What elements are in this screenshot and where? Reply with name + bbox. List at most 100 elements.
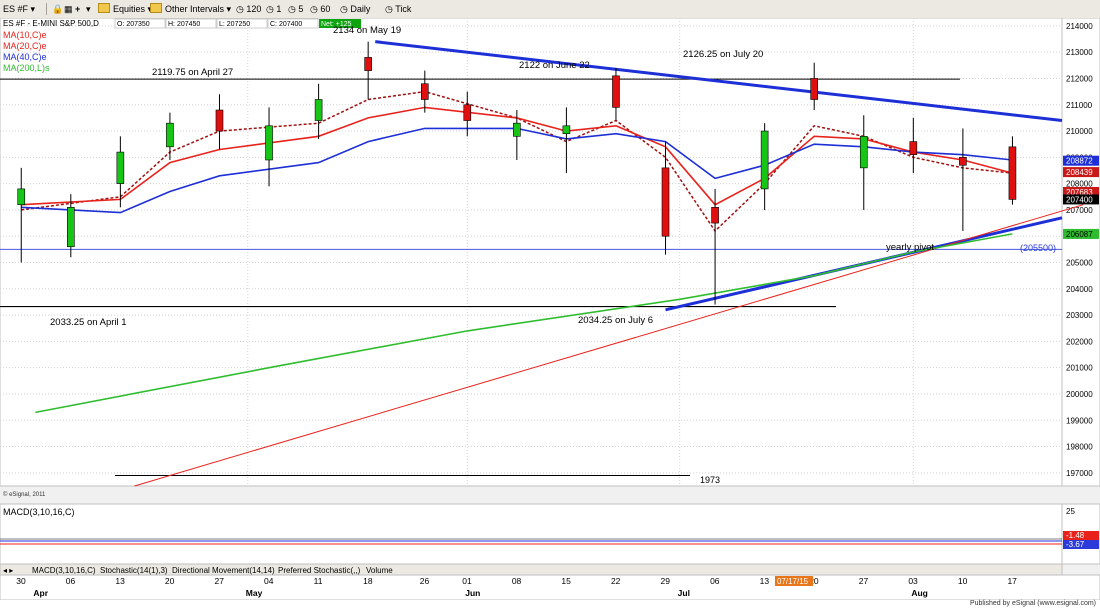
candle-body [959, 157, 967, 166]
tab-scroll-arrows[interactable]: ◂ ▸ [3, 566, 13, 575]
candle-body [364, 57, 372, 71]
interval-5-button[interactable]: ◷ 5 [288, 4, 304, 14]
low-value: L: 207250 [219, 21, 250, 28]
candle-body [215, 109, 224, 132]
legend-ma20[interactable]: MA(20,C)e [3, 41, 47, 51]
y-tick-label: 199000 [1066, 416, 1093, 425]
ma-line-1 [21, 106, 1013, 206]
y-tick-label: 211000 [1066, 101, 1093, 110]
price-badge-label: 208872 [1066, 157, 1093, 166]
tab-macd[interactable]: MACD(3,10,16,C) [32, 566, 96, 575]
y-tick-label: 204000 [1066, 285, 1093, 294]
symbol-dropdown[interactable]: ES #F ▾ [3, 4, 36, 14]
date-axis [0, 574, 1100, 600]
moving-averages [21, 90, 1013, 414]
candle-body [314, 99, 323, 121]
add-icon[interactable]: + [75, 4, 81, 14]
folder-icon [150, 3, 162, 13]
macd-label: MACD(3,10,16,C) [3, 507, 75, 517]
date-month-label: Apr [33, 588, 48, 598]
date-month-label: Jun [465, 588, 480, 598]
high-value: H: 207450 [168, 21, 200, 28]
y-tick-label: 214000 [1066, 22, 1093, 31]
toolbar-divider [46, 3, 47, 15]
y-tick-label: 213000 [1066, 48, 1093, 57]
legend-ma10[interactable]: MA(10,C)e [3, 30, 47, 40]
date-day-label: 13 [760, 576, 770, 586]
date-month-label: Jul [678, 588, 690, 598]
candle-body [909, 141, 918, 156]
date-day-label: 08 [512, 576, 522, 586]
y-tick-label: 197000 [1066, 469, 1093, 478]
candle-body [859, 136, 868, 169]
price-chart[interactable]: 1970001980001990002000002010002020002030… [0, 18, 1100, 600]
candle-body [760, 130, 769, 190]
chart-area[interactable]: 197000 198000 199000 200000 201000 202000 2030… [0, 18, 1100, 600]
net-box [319, 19, 361, 28]
ma-line-3 [35, 233, 1013, 414]
date-day-label: 27 [214, 576, 224, 586]
annotation-april27: 2119.75 on April 27 [152, 67, 233, 78]
close-value: C: 207400 [270, 21, 302, 28]
macd-lines [0, 538, 1062, 545]
date-day-label: 01 [462, 576, 472, 586]
trendline-resistance [375, 40, 1063, 123]
price-badge [1063, 155, 1099, 166]
candle-body [1008, 146, 1017, 200]
price-badge [1063, 167, 1099, 178]
chevron-down-icon[interactable]: ▾ [86, 4, 91, 14]
annotation-june22: 2122 on June 22 [519, 60, 590, 71]
date-day-label: 20 [165, 576, 175, 586]
y-tick-label: 212000 [1066, 74, 1093, 83]
tab-preferred-stochastic[interactable]: Preferred Stochastic(,,) [278, 566, 361, 575]
macd-panel [0, 503, 1063, 565]
annotation-april1: 2033.25 on April 1 [50, 317, 127, 328]
y-tick-label: 202000 [1066, 337, 1093, 346]
lock-icon[interactable]: 🔒 [52, 4, 64, 14]
annotation-july20: 2126.25 on July 20 [683, 49, 763, 60]
macd-signal-value: -3.67 [1066, 540, 1085, 549]
price-badge-label: 207400 [1066, 195, 1093, 204]
high-box [165, 18, 217, 29]
macd-value-badge [1063, 531, 1099, 540]
interval-tick-button[interactable]: ◷ Tick [385, 4, 412, 14]
candle-body [116, 151, 125, 184]
annotation-july6: 2034.25 on July 6 [578, 315, 653, 326]
price-badge [1063, 194, 1099, 205]
macd-value: -1.48 [1066, 531, 1085, 540]
candle-body [265, 125, 273, 161]
date-day-label: 29 [661, 576, 671, 586]
y-tick-label: 198000 [1066, 443, 1093, 452]
interval-1-button[interactable]: ◷ 1 [266, 4, 282, 14]
macd-scale-top: 25 [1066, 507, 1075, 516]
other-intervals-button[interactable]: Other Intervals ▾ [150, 2, 231, 16]
ma-line-2 [21, 127, 1013, 214]
tab-stochastic[interactable]: Stochastic(14(1),3) [100, 566, 168, 575]
price-axis [1061, 18, 1100, 487]
interval-daily-button[interactable]: ◷ Daily [340, 4, 371, 14]
price-badge-label: 206087 [1066, 230, 1093, 239]
interval-120-button[interactable]: ◷ 120 [236, 4, 262, 14]
esignal-credit: Published by eSignal (www.esignal.com) [969, 600, 1096, 607]
legend-ma200[interactable]: MA(200,L)s [3, 63, 50, 73]
y-tick-label: 208000 [1066, 180, 1093, 189]
date-day-label: 20 [809, 576, 819, 586]
tab-volume[interactable]: Volume [366, 566, 393, 575]
folder-icon [98, 3, 110, 13]
grid-icon[interactable]: ▦ [64, 4, 73, 14]
date-month-label: May [246, 588, 263, 598]
y-tick-label: 200000 [1066, 390, 1093, 399]
y-tick-label: 203000 [1066, 311, 1093, 320]
date-highlight-badge [774, 576, 813, 586]
tab-directional-movement[interactable]: Directional Movement(14,14) [172, 566, 275, 575]
date-day-label: 17 [1007, 576, 1017, 586]
y-tick-label: 205000 [1066, 259, 1093, 268]
date-day-label: 11 [314, 576, 323, 586]
equities-button[interactable]: Equities ▾ [98, 2, 152, 16]
macd-signal-badge [1063, 540, 1099, 549]
price-badge [1063, 186, 1099, 197]
interval-60-button[interactable]: ◷ 60 [310, 4, 331, 14]
legend-ma40[interactable]: MA(40,C)e [3, 52, 47, 62]
price-badge [1063, 228, 1099, 239]
